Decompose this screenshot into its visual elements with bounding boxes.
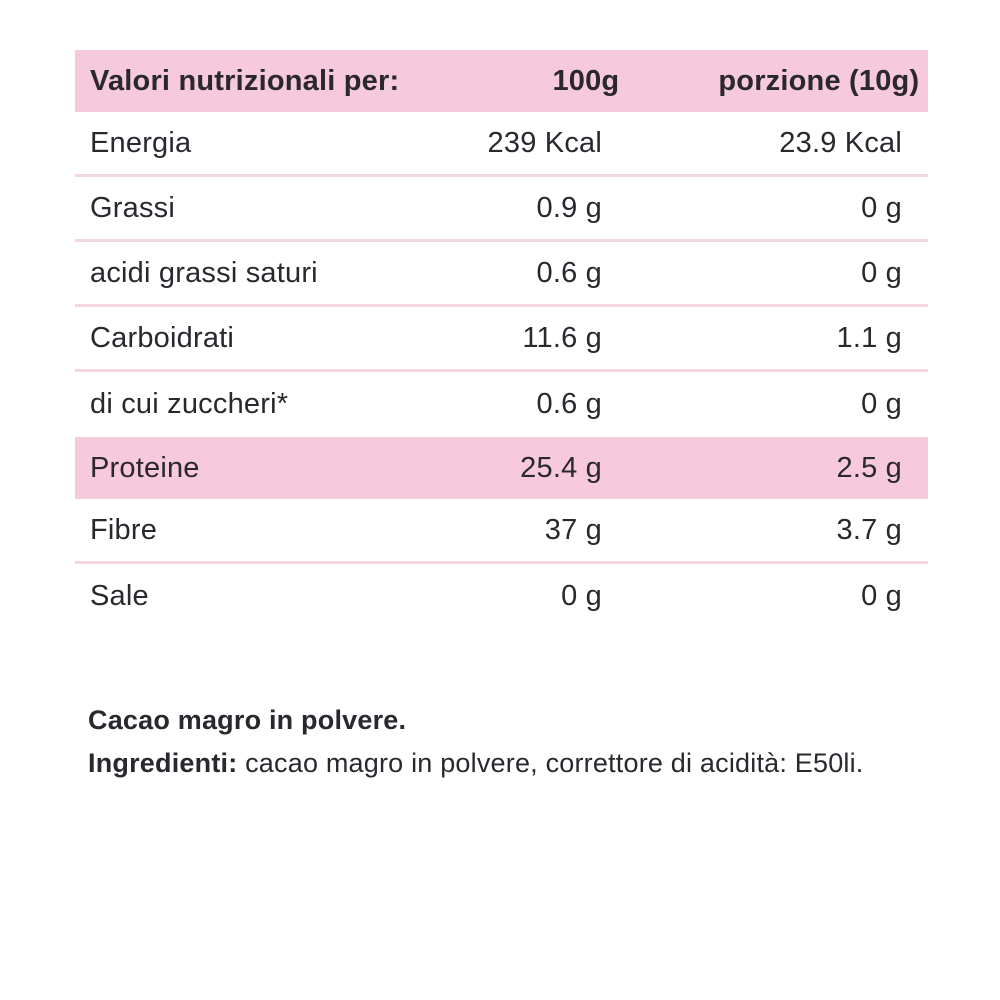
table-row-fibre: Fibre 37 g 3.7 g [75,499,928,564]
product-name: Cacao magro in polvere. [88,705,407,735]
row-label: Carboidrati [90,321,235,354]
row-value-100g: 0.6 g [536,388,602,420]
header-per-100g: 100g [552,64,620,97]
header-values-per: Valori nutrizionali per: [90,64,400,97]
row-value-portion: 0 g [861,191,902,224]
nutrition-table: Valori nutrizionali per: 100g porzione (… [75,50,928,629]
table-row-proteine: Proteine 25.4 g 2.5 g [75,437,928,499]
row-value-portion: 3.7 g [836,513,902,546]
row-value-100g: 0.6 g [536,256,602,289]
ingredients-text: cacao magro in polvere, correttore di ac… [245,748,864,778]
table-row-sale: Sale 0 g 0 g [75,564,928,629]
row-value-100g: 0 g [561,580,602,612]
row-label: Energia [90,126,192,159]
row-value-100g: 37 g [544,513,602,546]
row-value-100g: 239 Kcal [487,126,602,159]
ingredients-label: Ingredienti: [88,748,238,778]
row-value-portion: 0 g [861,256,902,289]
product-description: Cacao magro in polvere. Ingredienti: cac… [75,699,928,785]
row-label: di cui zuccheri* [90,388,289,420]
row-value-100g: 0.9 g [536,191,602,224]
ingredients-line: Ingredienti: cacao magro in polvere, cor… [88,742,924,785]
header-per-portion: porzione (10g) [718,64,920,97]
row-label: Proteine [90,451,200,484]
table-row-grassi: Grassi 0.9 g 0 g [75,177,928,242]
table-row-zuccheri: di cui zuccheri* 0.6 g 0 g [75,372,928,437]
table-row-energia: Energia 239 Kcal 23.9 Kcal [75,112,928,177]
row-value-100g: 11.6 g [522,321,602,354]
row-label: Grassi [90,191,175,224]
row-value-portion: 0 g [861,388,902,420]
table-header-row: Valori nutrizionali per: 100g porzione (… [75,50,928,112]
row-label: Sale [90,580,149,612]
table-row-carboidrati: Carboidrati 11.6 g 1.1 g [75,307,928,372]
row-value-portion: 1.1 g [836,321,902,354]
table-row-grassi-saturi: acidi grassi saturi 0.6 g 0 g [75,242,928,307]
row-value-portion: 2.5 g [836,451,902,484]
row-value-100g: 25.4 g [520,451,602,484]
row-label: Fibre [90,513,158,546]
nutrition-label: Valori nutrizionali per: 100g porzione (… [75,50,928,785]
row-value-portion: 23.9 Kcal [779,126,902,159]
row-label: acidi grassi saturi [90,256,318,289]
row-value-portion: 0 g [861,580,902,612]
